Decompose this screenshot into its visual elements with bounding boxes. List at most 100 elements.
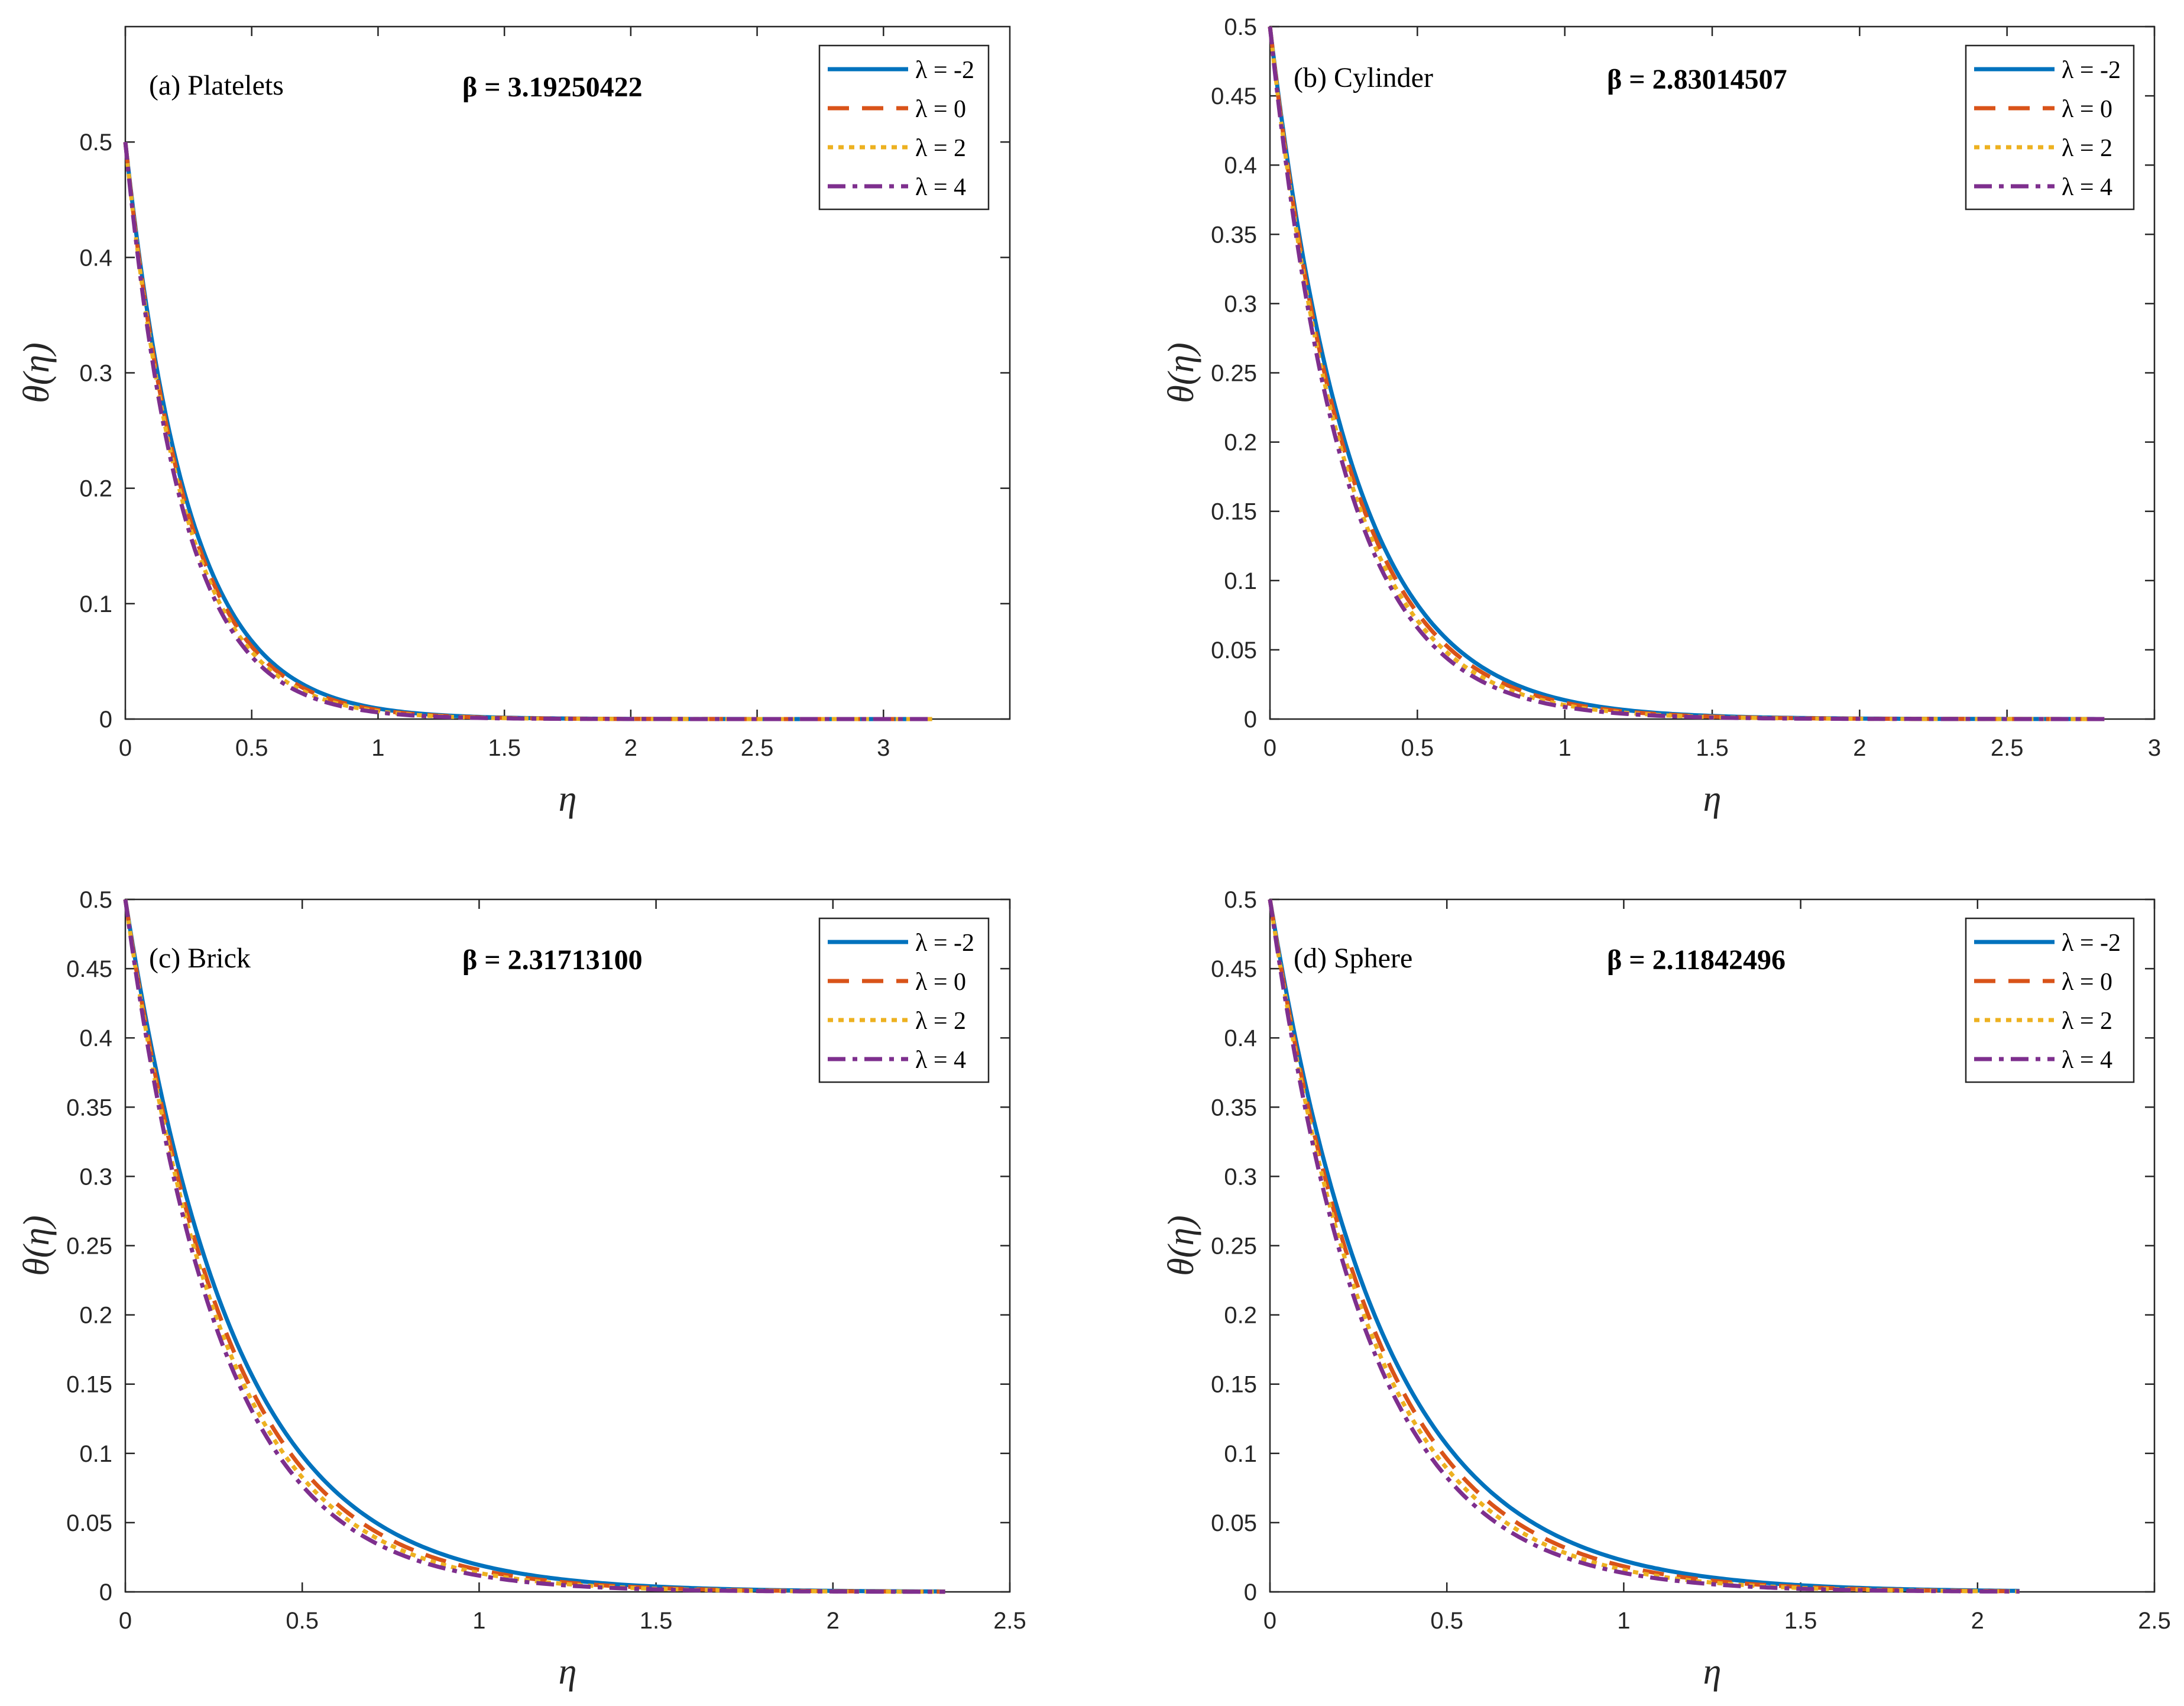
x-tick-label: 2	[624, 735, 637, 761]
y-tick-label: 0.5	[79, 887, 112, 913]
legend-frame	[1965, 917, 2135, 1083]
y-tick-label: 0.3	[1224, 1164, 1257, 1190]
x-tick-label: 1.5	[1696, 735, 1729, 761]
y-tick-label: 0.2	[79, 476, 112, 502]
x-tick-label: 1.5	[640, 1608, 673, 1634]
series-line-1	[123, 141, 932, 721]
x-tick-label: 2.5	[1991, 735, 2024, 761]
chart-panel-1: 0 0.5 1 1.5 2 2.5 3 0 0.1 0.2 0.3 0.4 0.5 η θ(η) (a) Pl…	[17, 25, 1011, 819]
x-tick-label: 2	[827, 1608, 840, 1634]
y-tick-label: 0.2	[1224, 1303, 1257, 1329]
y-tick-label: 0	[1244, 1579, 1257, 1605]
x-axis-label: η	[559, 779, 577, 819]
y-tick-label: 0.45	[1211, 83, 1257, 109]
y-tick-label: 0.05	[66, 1510, 112, 1536]
x-tick-label: 0	[119, 1608, 132, 1634]
y-tick-label: 0.3	[1224, 291, 1257, 317]
x-tick-label: 0	[1263, 1608, 1276, 1634]
y-tick-label: 0.05	[1211, 637, 1257, 663]
y-tick-label: 0.4	[1224, 1025, 1257, 1051]
y-tick-label: 0.35	[1211, 1095, 1257, 1121]
legend: λ = -2 λ = 0 λ = 2 λ = 4	[1965, 917, 2135, 1083]
y-tick-label: 0.4	[1224, 153, 1257, 179]
legend-label-4: λ = 4	[2062, 174, 2112, 201]
chart-panel-3: 0 0.5 1 1.5 2 2.5 0 0.05 0.1 0.15 0.2 0.25 0.3 0.35 0.…	[17, 887, 1026, 1692]
y-tick-label: 0.5	[1224, 14, 1257, 40]
y-tick-label: 0.25	[66, 1234, 112, 1260]
legend-label-3: λ = 2	[915, 1008, 966, 1035]
y-tick-label: 0.1	[1224, 568, 1257, 594]
legend-label-4: λ = 4	[915, 174, 966, 201]
y-tick-label: 0.3	[79, 361, 112, 387]
x-tick-label: 0	[119, 735, 132, 761]
y-tick-label: 0.35	[1211, 222, 1257, 248]
x-axis-label: η	[1703, 779, 1722, 819]
legend-label-3: λ = 2	[2062, 135, 2112, 162]
y-tick-label: 0.5	[1224, 887, 1257, 913]
y-axis-label: θ(η)	[17, 1215, 57, 1276]
y-axis-label: θ(η)	[1161, 342, 1201, 403]
y-tick-label: 0.2	[1224, 430, 1257, 456]
panel-label: (c) Brick	[149, 943, 251, 974]
legend: λ = -2 λ = 0 λ = 2 λ = 4	[818, 917, 990, 1083]
legend-frame	[1965, 44, 2135, 211]
y-tick-label: 0.5	[79, 130, 112, 156]
legend-label-2: λ = 0	[915, 969, 966, 996]
y-tick-label: 0.35	[66, 1095, 112, 1121]
y-tick-label: 0.45	[1211, 956, 1257, 982]
series-line-3	[1268, 899, 2020, 1594]
x-axis-label: η	[559, 1652, 577, 1692]
y-tick-label: 0.25	[1211, 361, 1257, 387]
series-line-3	[1268, 26, 2105, 721]
panel-label: (a) Platelets	[149, 70, 284, 101]
x-tick-label: 0.5	[286, 1608, 319, 1634]
beta-annotation: β = 2.83014507	[1607, 64, 1787, 95]
legend-label-3: λ = 2	[2062, 1008, 2112, 1035]
x-tick-label: 2.5	[741, 735, 774, 761]
series-line-4	[123, 899, 945, 1594]
legend-label-4: λ = 4	[915, 1047, 966, 1074]
x-tick-label: 1.5	[1784, 1608, 1817, 1634]
y-tick-label: 0.3	[79, 1164, 112, 1190]
legend-label-4: λ = 4	[2062, 1047, 2112, 1074]
y-axis-label: θ(η)	[1161, 1215, 1201, 1276]
y-tick-label: 0.05	[1211, 1510, 1257, 1536]
y-tick-label: 0.25	[1211, 1234, 1257, 1260]
legend: λ = -2 λ = 0 λ = 2 λ = 4	[1965, 44, 2135, 211]
y-tick-label: 0	[99, 707, 112, 733]
legend-label-3: λ = 2	[915, 135, 966, 162]
legend-label-1: λ = -2	[915, 57, 974, 84]
y-tick-label: 0.15	[66, 1372, 112, 1398]
beta-annotation: β = 3.19250422	[462, 72, 643, 103]
y-tick-label: 0.45	[66, 956, 112, 982]
x-tick-label: 1.5	[488, 735, 521, 761]
x-tick-label: 2	[1971, 1608, 1984, 1634]
y-tick-label: 0	[99, 1579, 112, 1605]
x-tick-label: 1	[1617, 1608, 1630, 1634]
x-tick-label: 1	[371, 735, 384, 761]
y-tick-label: 0	[1244, 707, 1257, 733]
y-tick-label: 0.1	[79, 1441, 112, 1467]
y-tick-label: 0.2	[79, 1303, 112, 1329]
y-tick-label: 0.4	[79, 1025, 112, 1051]
x-tick-label: 3	[877, 735, 890, 761]
beta-annotation: β = 2.11842496	[1607, 944, 1786, 976]
y-tick-label: 0.1	[79, 591, 112, 617]
chart-panel-4: 0 0.5 1 1.5 2 2.5 0 0.05 0.1 0.15 0.2 0.25 0.3 0.35 0.…	[1161, 887, 2171, 1692]
series-line-4	[1268, 26, 2105, 721]
legend-label-2: λ = 0	[915, 96, 966, 123]
x-tick-label: 2	[1853, 735, 1866, 761]
legend-frame	[818, 44, 990, 211]
series-line-3	[123, 899, 945, 1594]
legend-label-1: λ = -2	[915, 930, 974, 957]
x-axis-label: η	[1703, 1652, 1722, 1692]
x-tick-label: 0.5	[1430, 1608, 1463, 1634]
y-tick-label: 0.4	[79, 245, 112, 271]
legend-label-2: λ = 0	[2062, 969, 2112, 996]
x-tick-label: 0.5	[1401, 735, 1434, 761]
x-tick-label: 1	[1558, 735, 1571, 761]
y-tick-label: 0.15	[1211, 1372, 1257, 1398]
panel-label: (d) Sphere	[1294, 943, 1412, 974]
x-tick-label: 2.5	[993, 1608, 1026, 1634]
legend-label-2: λ = 0	[2062, 96, 2112, 123]
